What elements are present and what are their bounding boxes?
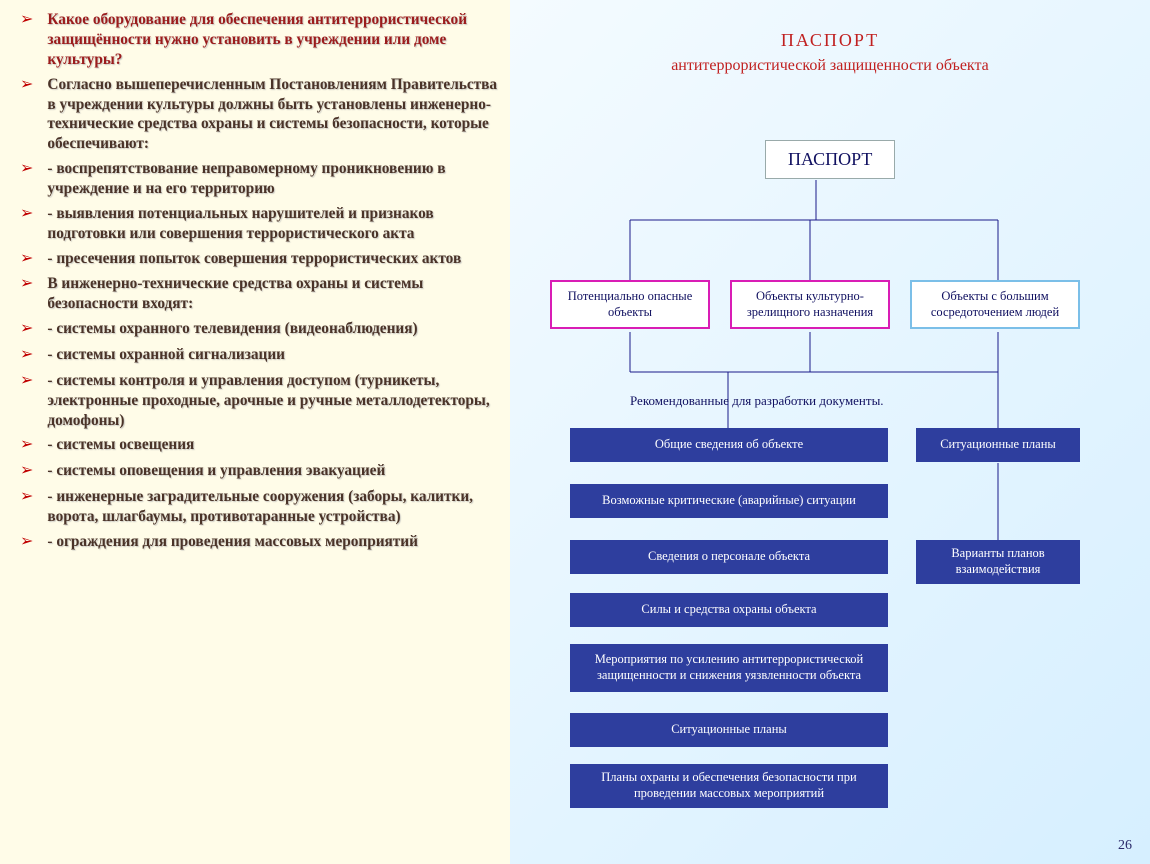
bullet-icon: ➢ xyxy=(20,487,33,527)
recommended-label: Рекомендованные для разработки документы… xyxy=(630,393,884,409)
list-item: ➢ - ограждения для проведения массовых ме… xyxy=(20,532,500,553)
list-item: ➢ - системы освещения xyxy=(20,435,500,456)
list-item-text: - системы освещения xyxy=(47,435,194,456)
list-item-text: - системы контроля и управления доступом… xyxy=(47,371,500,431)
right-panel: ПАСПОРТ антитеррористической защищенност… xyxy=(510,0,1150,864)
doc-box-left: Мероприятия по усилению антитеррористиче… xyxy=(570,644,888,692)
list-item: ➢ - пресечения попыток совершения террори… xyxy=(20,249,500,270)
category-box-1: Потенциально опасные объекты xyxy=(550,280,710,329)
bullet-icon: ➢ xyxy=(20,461,33,482)
doc-box-left: Общие сведения об объекте xyxy=(570,428,888,462)
bullet-icon: ➢ xyxy=(20,319,33,340)
doc-box-left: Возможные критические (аварийные) ситуац… xyxy=(570,484,888,518)
bullet-icon: ➢ xyxy=(20,75,33,155)
list-item-text: - пресечения попыток совершения террорис… xyxy=(47,249,461,270)
list-item-text: - инженерные заградительные сооружения (… xyxy=(47,487,500,527)
passport-node: ПАСПОРТ xyxy=(765,140,895,179)
list-item-text: В инженерно-технические средства охраны … xyxy=(47,274,500,314)
list-item: ➢ - инженерные заградительные сооружения … xyxy=(20,487,500,527)
list-item: ➢ - системы охранной сигнализации xyxy=(20,345,500,366)
page-number: 26 xyxy=(1118,838,1132,854)
list-item-text: Согласно вышеперечисленным Постановления… xyxy=(47,75,500,155)
list-item: ➢ - системы оповещения и управления эваку… xyxy=(20,461,500,482)
title-line-2: антитеррористической защищенности объект… xyxy=(510,57,1150,75)
bullet-icon: ➢ xyxy=(20,10,33,70)
list-item-text: - ограждения для проведения массовых мер… xyxy=(47,532,418,553)
list-item: ➢ В инженерно-технические средства охраны… xyxy=(20,274,500,314)
list-item-text: - системы оповещения и управления эвакуа… xyxy=(47,461,385,482)
list-item-text: - системы охранного телевидения (видеона… xyxy=(47,319,417,340)
doc-box-left: Силы и средства охраны объекта xyxy=(570,593,888,627)
bullet-icon: ➢ xyxy=(20,159,33,199)
list-item-text: - системы охранной сигнализации xyxy=(47,345,285,366)
bullet-icon: ➢ xyxy=(20,249,33,270)
list-item: ➢ - воспрепятствование неправомерному про… xyxy=(20,159,500,199)
list-item: ➢Какое оборудование для обеспечения анти… xyxy=(20,10,500,70)
bullet-icon: ➢ xyxy=(20,204,33,244)
diagram-title: ПАСПОРТ антитеррористической защищенност… xyxy=(510,30,1150,75)
doc-box-right: Варианты планов взаимодействия xyxy=(916,540,1080,584)
list-item: ➢ - системы охранного телевидения (видеон… xyxy=(20,319,500,340)
doc-box-right: Ситуационные планы xyxy=(916,428,1080,462)
bullet-icon: ➢ xyxy=(20,435,33,456)
list-item-text: Какое оборудование для обеспечения антит… xyxy=(47,10,500,70)
title-line-1: ПАСПОРТ xyxy=(510,30,1150,51)
bullet-icon: ➢ xyxy=(20,345,33,366)
bullet-icon: ➢ xyxy=(20,532,33,553)
category-box-2: Объекты культурно-зрелищного назначения xyxy=(730,280,890,329)
doc-box-left: Ситуационные планы xyxy=(570,713,888,747)
list-item: ➢ - выявления потенциальных нарушителей и… xyxy=(20,204,500,244)
list-item: ➢Согласно вышеперечисленным Постановлени… xyxy=(20,75,500,155)
list-item-text: - воспрепятствование неправомерному прон… xyxy=(47,159,500,199)
list-item-text: - выявления потенциальных нарушителей и … xyxy=(47,204,500,244)
bullet-list: ➢Какое оборудование для обеспечения анти… xyxy=(20,10,500,553)
bullet-icon: ➢ xyxy=(20,371,33,431)
category-box-3: Объекты с большим сосредоточением людей xyxy=(910,280,1080,329)
doc-box-left: Сведения о персонале объекта xyxy=(570,540,888,574)
list-item: ➢- системы контроля и управления доступо… xyxy=(20,371,500,431)
doc-box-left: Планы охраны и обеспечения безопасности … xyxy=(570,764,888,808)
bullet-icon: ➢ xyxy=(20,274,33,314)
left-panel: ➢Какое оборудование для обеспечения анти… xyxy=(0,0,510,864)
